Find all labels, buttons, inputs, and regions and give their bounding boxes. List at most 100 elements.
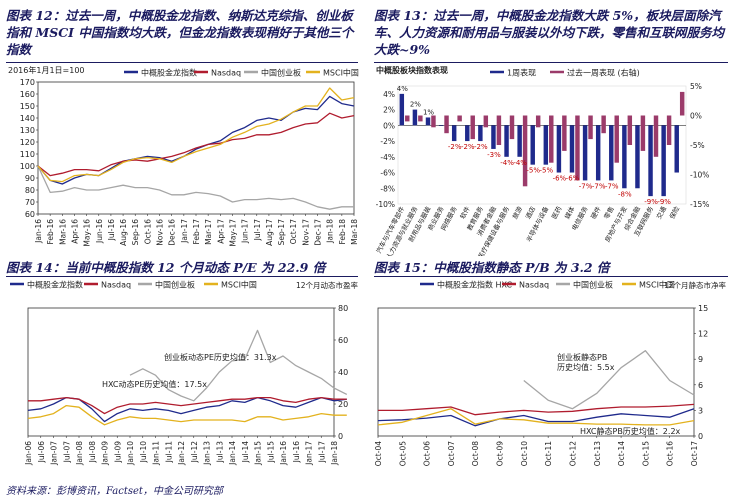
x-tick-label: Jan-17 — [305, 441, 314, 466]
fig14-annotation-hxc: HXC动态PE历史均值：17.5x — [102, 379, 207, 389]
bar-1week — [635, 125, 640, 189]
x-tick-label: Jul-09 — [113, 441, 122, 464]
x-tick-label: Apr-16 — [70, 219, 79, 244]
x-tick-label: Jun-16 — [95, 219, 104, 244]
x-tick-label: Nov-16 — [156, 219, 165, 246]
fig14-right-axis-label: 12个月动态市盈率 — [296, 280, 359, 290]
fig15-annotation-gem-line1: 创业板静态PB — [557, 352, 607, 362]
x-tick-label: Sep-17 — [277, 219, 286, 246]
bar-prior-week — [575, 115, 580, 181]
fig15-annotation-hxc: HXC静态PB历史均值：2.2x — [580, 426, 681, 436]
bar-prior-week — [535, 115, 541, 128]
y-tick-label: 40 — [338, 368, 348, 377]
fig14-annotation-gem: 创业板动态PE历史均值：31.3x — [164, 352, 277, 362]
y-tick-label: 120 — [20, 138, 35, 147]
legend-label-3: MSCI中国 — [323, 68, 359, 78]
y-tick-label: 100 — [20, 162, 35, 171]
bar-1week — [569, 125, 575, 173]
x-tick-label: Jan-11 — [152, 441, 161, 466]
x-tick-label: Jul-11 — [164, 441, 173, 464]
x-tick-label: Jan-18 — [330, 441, 339, 466]
legend-label-0: 中概股金龙指数 — [141, 68, 197, 78]
y-tick-label: 0 — [338, 432, 343, 441]
y-tick-label: 60 — [338, 336, 348, 345]
x-tick-label: Jul-10 — [139, 441, 148, 464]
x-tick-label: Dec-16 — [168, 219, 177, 246]
y-tick-label: 6 — [698, 381, 703, 390]
x-tick-label: Dec-17 — [314, 219, 323, 246]
fig13-sector-performance-chart: 中概股板块指数表现 1周表现 过去一周表现 (右轴)4%2%0%-2%-4%-6%-… — [374, 65, 709, 256]
fig13-caption: 图表 13：过去一周，中概股金龙指数大跌 5%，板块层面除汽车、人力资源和耐用品… — [374, 8, 725, 57]
data-label: 2% — [410, 101, 421, 109]
x-tick-label: Feb-16 — [46, 219, 55, 245]
y-tick-label: 0 — [698, 432, 703, 441]
series-line-1 — [37, 112, 355, 177]
legend-label-0: 中概股金龙指数 HXC — [437, 280, 512, 290]
series-line-2 — [129, 329, 348, 402]
data-label: -7% — [605, 182, 619, 190]
x-tick-label: Jan-16 — [279, 441, 288, 466]
x-tick-label: Jul-14 — [241, 441, 250, 464]
x-tick-label: Oct-15 — [641, 441, 650, 466]
legend-label-2: 中国创业板 — [573, 280, 613, 290]
legend-label-2: 中国创业板 — [261, 68, 301, 78]
y-tick-label: 80 — [338, 304, 348, 313]
fig12-caption: 图表 12：过去一周，中概股金龙指数、纳斯达克综指、创业板指和 MSCI 中国指… — [6, 8, 354, 57]
data-label: -8% — [618, 190, 632, 198]
x-tick-label: Oct-16 — [666, 441, 675, 466]
data-label: -4% — [500, 159, 514, 167]
bar-1week — [543, 125, 549, 165]
x-tick-label: Oct-07 — [447, 441, 456, 466]
x-tick-label: Oct-14 — [617, 441, 626, 466]
series-line-3 — [37, 87, 355, 183]
x-tick-label: Jul-15 — [266, 441, 275, 464]
x-tick-label: Jul-06 — [37, 441, 46, 464]
bar-prior-week — [640, 115, 646, 151]
bar-prior-week — [549, 115, 554, 163]
data-label: -6% — [553, 175, 567, 183]
y-tick-label: -4% — [380, 153, 395, 162]
x-tick-label: Oct-12 — [568, 441, 577, 466]
y2-tick-label: 5% — [690, 82, 702, 91]
x-tick-label: Jul-07 — [62, 441, 71, 464]
source-note: 资料来源：彭博资讯，Factset，中金公司研究部 — [6, 486, 223, 497]
data-label: -6% — [566, 175, 580, 183]
x-tick-label: Oct-16 — [143, 219, 152, 244]
series-line-2 — [37, 165, 354, 210]
legend-label-1: Nasdaq — [101, 281, 131, 290]
series-line-0 — [37, 95, 355, 185]
x-tick-label: May-17 — [228, 219, 237, 247]
y2-tick-label: 0% — [690, 112, 702, 121]
y-tick-label: 20 — [338, 400, 348, 409]
x-tick-label: Mar-17 — [204, 219, 213, 245]
bar-1week — [425, 117, 431, 126]
category-label: 硬件 — [589, 204, 603, 220]
y-tick-label: 60 — [25, 210, 35, 219]
y-tick-label: 90 — [25, 174, 35, 183]
x-tick-label: Jan-09 — [101, 441, 110, 466]
legend-label-3: MSCI中国 — [639, 280, 675, 290]
x-tick-label: Oct-09 — [496, 441, 505, 466]
y-tick-label: 110 — [20, 150, 35, 159]
bar-prior-week — [666, 115, 672, 145]
y-tick-label: 9 — [698, 355, 703, 364]
series-line-0 — [377, 408, 695, 427]
x-tick-label: Jan-18 — [326, 219, 335, 244]
bar-1week — [478, 125, 483, 142]
y-tick-label: 70 — [25, 198, 35, 207]
x-tick-label: Jun-17 — [241, 219, 250, 244]
bar-prior-week — [653, 115, 659, 157]
x-tick-label: Oct-10 — [520, 441, 529, 466]
bar-prior-week — [522, 115, 528, 187]
x-tick-label: Jan-14 — [228, 441, 237, 466]
bar-1week — [465, 125, 470, 142]
bar-prior-week — [444, 115, 449, 134]
bar-1week — [438, 125, 444, 126]
bar-prior-week — [562, 115, 567, 151]
data-label: -7% — [579, 182, 593, 190]
y-tick-label: -6% — [380, 169, 395, 178]
x-tick-label: Mar-18 — [350, 219, 359, 245]
category-label: 医药 — [549, 204, 563, 220]
data-label: 4% — [397, 85, 408, 93]
